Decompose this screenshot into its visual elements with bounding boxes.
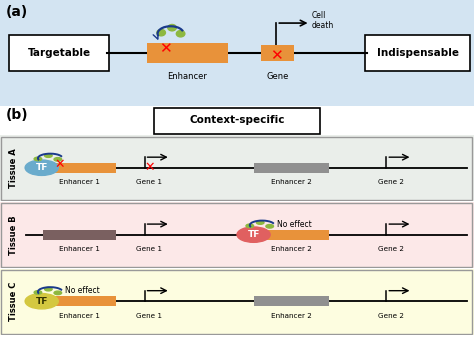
Text: Enhancer: Enhancer xyxy=(167,72,207,81)
Text: Tissue B: Tissue B xyxy=(9,215,18,255)
Bar xyxy=(254,163,329,173)
Bar xyxy=(43,230,116,240)
Circle shape xyxy=(256,221,264,224)
Circle shape xyxy=(168,24,176,31)
Text: Gene 2: Gene 2 xyxy=(378,246,404,252)
Text: Indispensable: Indispensable xyxy=(377,48,458,58)
Circle shape xyxy=(45,287,52,291)
Text: Gene 1: Gene 1 xyxy=(137,246,162,252)
FancyBboxPatch shape xyxy=(365,35,470,71)
Text: Enhancer 1: Enhancer 1 xyxy=(59,246,100,252)
Text: Gene 1: Gene 1 xyxy=(137,313,162,319)
Text: Enhancer 2: Enhancer 2 xyxy=(271,313,312,319)
Text: Context-specific: Context-specific xyxy=(189,115,285,125)
FancyBboxPatch shape xyxy=(154,108,320,134)
Circle shape xyxy=(157,29,165,36)
Bar xyxy=(147,43,228,63)
Text: Cell
death: Cell death xyxy=(312,11,334,30)
Circle shape xyxy=(25,160,58,175)
Text: No effect: No effect xyxy=(65,286,100,295)
Text: TF: TF xyxy=(36,163,48,172)
Circle shape xyxy=(25,293,58,309)
Text: TF: TF xyxy=(36,297,48,306)
Text: Tissue C: Tissue C xyxy=(9,282,18,321)
Circle shape xyxy=(54,291,62,295)
Text: Enhancer 2: Enhancer 2 xyxy=(271,246,312,252)
Circle shape xyxy=(45,154,52,158)
Circle shape xyxy=(237,227,270,242)
Text: ✕: ✕ xyxy=(270,49,283,64)
Text: (b): (b) xyxy=(6,108,28,122)
Text: ✕: ✕ xyxy=(55,158,65,171)
Bar xyxy=(43,163,116,173)
Text: Gene: Gene xyxy=(266,72,289,81)
Circle shape xyxy=(54,158,62,161)
Circle shape xyxy=(176,30,185,37)
Text: Gene 1: Gene 1 xyxy=(137,179,162,185)
Text: ✕: ✕ xyxy=(160,42,172,56)
Circle shape xyxy=(34,291,42,294)
Text: Enhancer 1: Enhancer 1 xyxy=(59,179,100,185)
Bar xyxy=(261,45,294,61)
Text: TF: TF xyxy=(247,230,260,239)
Text: Tissue A: Tissue A xyxy=(9,148,18,188)
Circle shape xyxy=(34,157,42,161)
Text: Gene 2: Gene 2 xyxy=(378,179,404,185)
Circle shape xyxy=(246,224,254,227)
Bar xyxy=(254,296,329,306)
Text: No effect: No effect xyxy=(277,220,312,228)
Text: Targetable: Targetable xyxy=(27,48,91,58)
Text: Gene 2: Gene 2 xyxy=(378,313,404,319)
Circle shape xyxy=(266,224,273,228)
Text: (a): (a) xyxy=(6,5,28,19)
Bar xyxy=(254,230,329,240)
Bar xyxy=(43,296,116,306)
Text: ✕: ✕ xyxy=(144,161,155,174)
FancyBboxPatch shape xyxy=(9,35,109,71)
Text: Enhancer 1: Enhancer 1 xyxy=(59,313,100,319)
Text: Enhancer 2: Enhancer 2 xyxy=(271,179,312,185)
